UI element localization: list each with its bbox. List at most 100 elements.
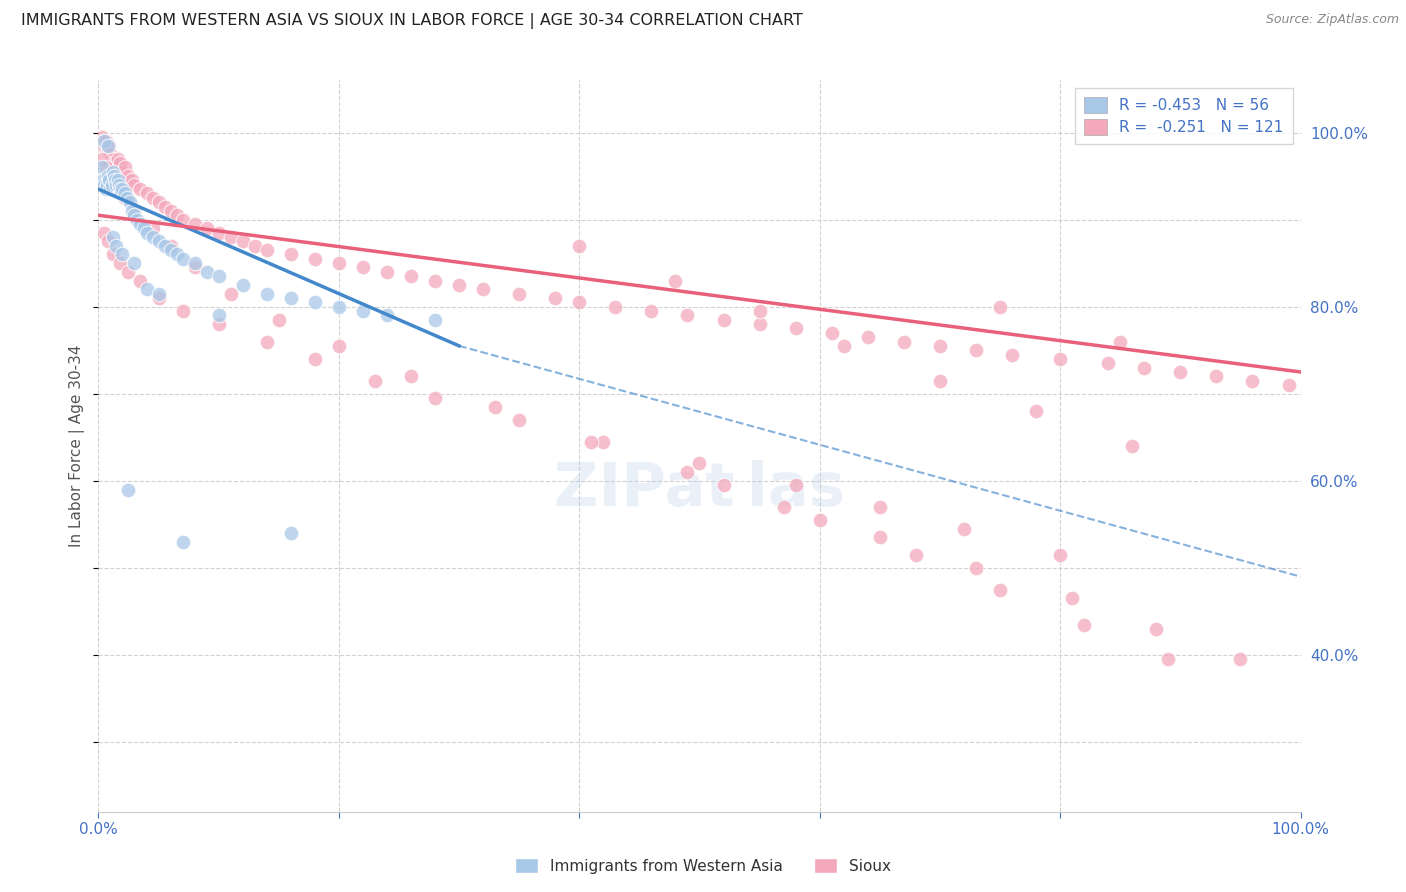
Point xyxy=(166,247,188,261)
Point xyxy=(101,156,124,170)
Point xyxy=(100,152,122,166)
Point xyxy=(280,247,302,261)
Point xyxy=(117,191,139,205)
Point xyxy=(108,182,131,196)
Point xyxy=(100,182,122,196)
Point xyxy=(243,238,266,252)
Point xyxy=(256,334,278,349)
Point xyxy=(267,312,290,326)
Point xyxy=(104,173,127,187)
Point xyxy=(93,134,115,148)
Point xyxy=(148,291,170,305)
Text: Source: ZipAtlas.com: Source: ZipAtlas.com xyxy=(1265,13,1399,27)
Point xyxy=(304,295,326,310)
Point xyxy=(965,343,987,358)
Point xyxy=(100,147,122,161)
Point xyxy=(195,221,218,235)
Point xyxy=(121,173,143,187)
Point xyxy=(328,300,350,314)
Point xyxy=(94,182,117,196)
Point xyxy=(103,169,125,183)
Point xyxy=(91,129,114,144)
Point xyxy=(893,334,915,349)
Point xyxy=(1049,351,1071,366)
Point xyxy=(93,178,115,192)
Point xyxy=(97,169,120,183)
Point xyxy=(508,286,530,301)
Point xyxy=(953,522,976,536)
Point xyxy=(988,300,1011,314)
Point xyxy=(159,243,181,257)
Point xyxy=(375,309,398,323)
Point xyxy=(105,238,128,252)
Point xyxy=(1062,591,1084,606)
Point xyxy=(208,226,231,240)
Point xyxy=(183,217,205,231)
Point xyxy=(172,304,194,318)
Point xyxy=(117,169,139,183)
Point xyxy=(1073,617,1095,632)
Point xyxy=(1144,622,1167,636)
Point xyxy=(183,260,205,275)
Point xyxy=(172,212,194,227)
Point xyxy=(129,182,152,196)
Point xyxy=(1049,548,1071,562)
Point xyxy=(94,161,117,175)
Point xyxy=(472,282,495,296)
Point xyxy=(100,169,122,183)
Legend: R = -0.453   N = 56, R =  -0.251   N = 121: R = -0.453 N = 56, R = -0.251 N = 121 xyxy=(1076,88,1294,145)
Point xyxy=(1170,365,1192,379)
Point xyxy=(748,317,770,331)
Point xyxy=(928,374,950,388)
Point xyxy=(91,134,114,148)
Point xyxy=(399,269,422,284)
Point xyxy=(159,238,181,252)
Point xyxy=(280,526,302,541)
Point xyxy=(208,317,231,331)
Point xyxy=(965,561,987,575)
Point xyxy=(98,173,121,187)
Point xyxy=(101,247,124,261)
Point xyxy=(114,186,136,201)
Point xyxy=(96,178,118,192)
Point xyxy=(93,226,115,240)
Point xyxy=(129,217,152,231)
Point xyxy=(232,235,254,249)
Point xyxy=(105,178,128,192)
Point xyxy=(1157,652,1180,666)
Point xyxy=(423,312,446,326)
Point xyxy=(1121,439,1143,453)
Point xyxy=(664,274,686,288)
Point xyxy=(91,161,114,175)
Point xyxy=(1109,334,1132,349)
Point xyxy=(117,265,139,279)
Point xyxy=(1241,374,1264,388)
Point xyxy=(101,164,124,178)
Point xyxy=(141,191,163,205)
Point xyxy=(124,208,146,222)
Point xyxy=(172,252,194,266)
Point xyxy=(114,191,136,205)
Point xyxy=(166,208,188,222)
Point xyxy=(328,339,350,353)
Point xyxy=(105,178,128,192)
Point xyxy=(107,173,129,187)
Point xyxy=(713,478,735,492)
Point xyxy=(135,282,157,296)
Point xyxy=(928,339,950,353)
Text: ZIPat las: ZIPat las xyxy=(554,460,845,519)
Point xyxy=(352,304,374,318)
Point xyxy=(605,300,627,314)
Point xyxy=(1277,378,1299,392)
Point xyxy=(148,235,170,249)
Point xyxy=(232,277,254,292)
Point xyxy=(1001,348,1024,362)
Point xyxy=(748,304,770,318)
Point xyxy=(772,500,794,514)
Point xyxy=(689,457,711,471)
Point xyxy=(256,243,278,257)
Point xyxy=(280,291,302,305)
Point xyxy=(1229,652,1251,666)
Point xyxy=(304,351,326,366)
Point xyxy=(100,178,122,192)
